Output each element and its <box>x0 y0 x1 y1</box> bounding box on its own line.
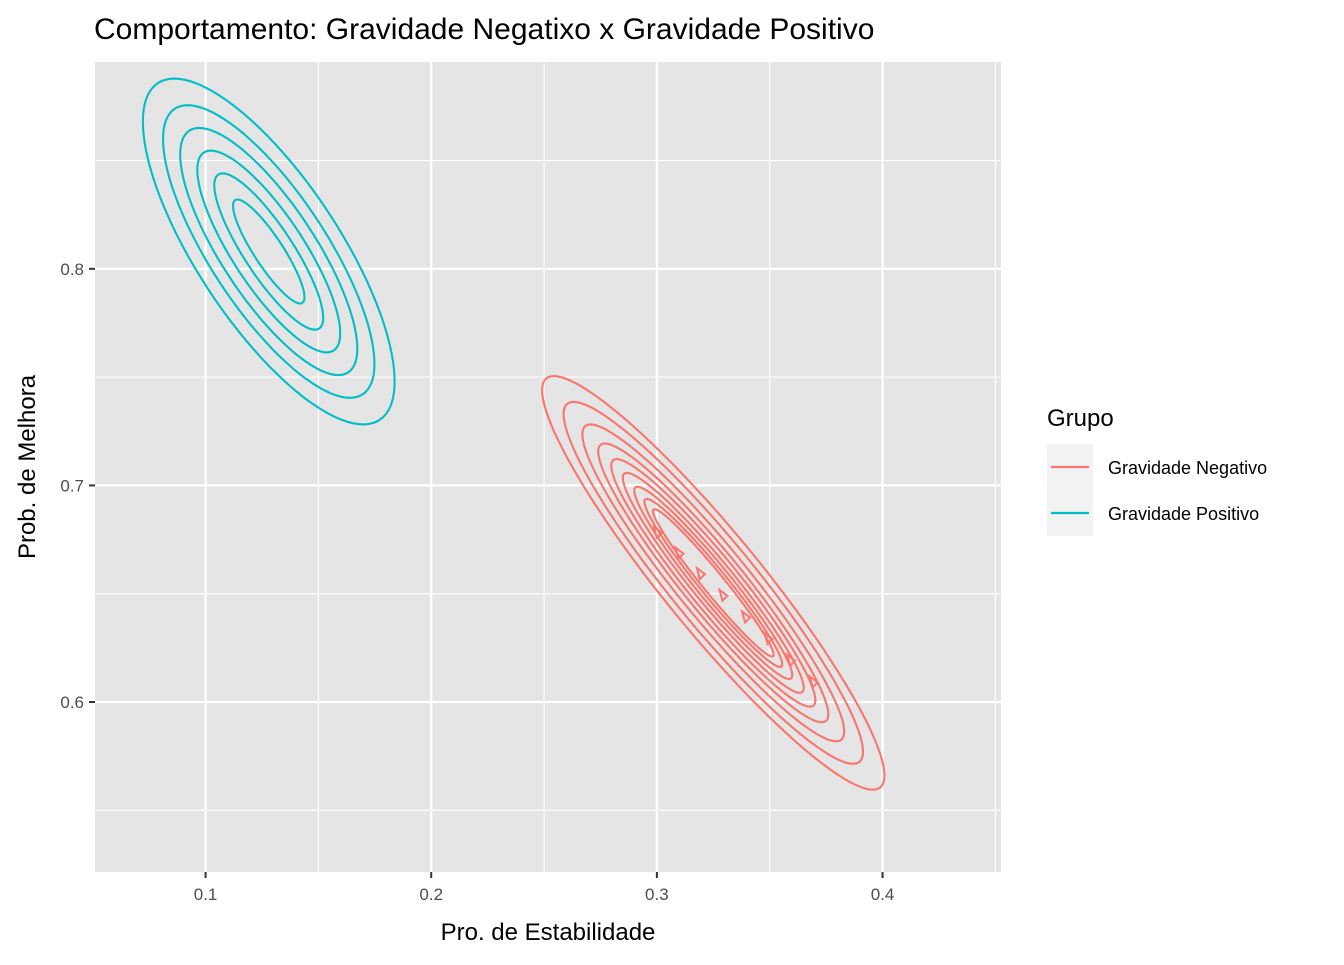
contour-series-1 <box>141 77 396 426</box>
contour-peak-0-2 <box>695 565 707 582</box>
contour-line-1-4 <box>213 172 325 331</box>
contour-line-0-1 <box>562 400 865 765</box>
legend-label-gravidade-positivo: Gravidade Positivo <box>1108 504 1259 524</box>
legend: Grupo Gravidade Negativo Gravidade Posit… <box>1047 405 1267 536</box>
contour-line-1-0 <box>141 77 396 426</box>
contour-line-1-1 <box>162 104 376 399</box>
contour-peak-0-4 <box>740 608 752 625</box>
contour-peak-0-0 <box>652 524 664 540</box>
contour-peak-0-6 <box>785 652 797 668</box>
y-tick-label-1: 0.7 <box>60 476 84 495</box>
plot-panel <box>95 62 1001 872</box>
contour-layer <box>141 77 886 791</box>
x-tick-label-0: 0.1 <box>194 885 218 904</box>
contour-peak-0-1 <box>673 544 685 561</box>
x-tick-label-3: 0.4 <box>871 885 895 904</box>
y-tick-label-2: 0.8 <box>60 260 84 279</box>
x-axis: 0.1 0.2 0.3 0.4 <box>194 872 895 904</box>
contour-peak-0-3 <box>717 587 729 603</box>
contour-line-0-5 <box>621 471 805 694</box>
contour-line-0-4 <box>610 457 817 708</box>
y-tick-label-0: 0.6 <box>60 693 84 712</box>
x-axis-title: Pro. de Estabilidade <box>441 919 656 946</box>
contour-line-0-7 <box>643 497 784 668</box>
contour-peak-0-5 <box>762 630 775 647</box>
contour-line-1-5 <box>232 198 306 305</box>
contour-series-0 <box>541 374 886 791</box>
y-axis: 0.6 0.7 0.8 <box>60 260 95 712</box>
contour-line-0-8 <box>651 508 775 658</box>
contour-line-1-2 <box>179 126 359 377</box>
x-tick-label-2: 0.3 <box>645 885 669 904</box>
contour-line-0-2 <box>581 423 846 743</box>
x-tick-label-1: 0.2 <box>419 885 443 904</box>
grid-major <box>95 62 1001 872</box>
contour-line-1-3 <box>196 149 342 354</box>
chart-title: Comportamento: Gravidade Negatixo x Grav… <box>94 13 874 46</box>
contour-line-0-6 <box>633 485 794 681</box>
contour-line-0-3 <box>597 442 830 724</box>
contour-line-0-0 <box>541 374 886 791</box>
legend-title: Grupo <box>1047 405 1114 432</box>
legend-label-gravidade-negativo: Gravidade Negativo <box>1108 458 1267 478</box>
y-axis-title: Prob. de Melhora <box>14 374 41 559</box>
contour-peak-0-7 <box>807 673 820 690</box>
